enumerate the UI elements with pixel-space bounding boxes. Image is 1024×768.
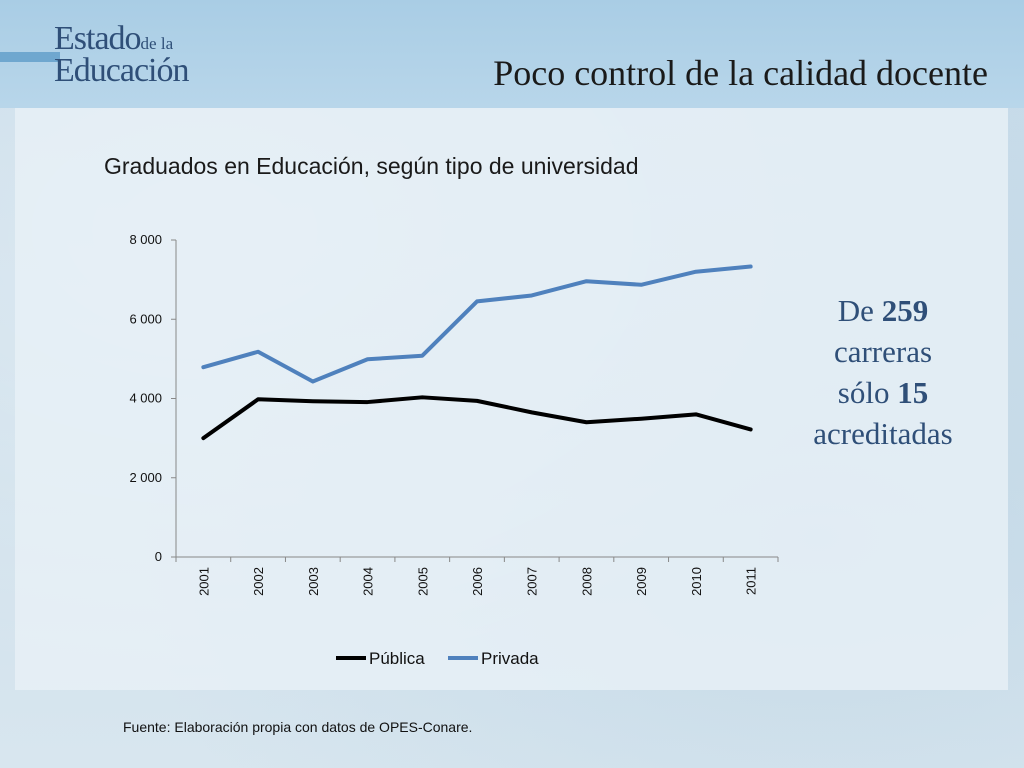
note-solo: sólo [837, 375, 890, 410]
note-total-careers: 259 [881, 293, 929, 328]
logo-line1-small: de la [140, 34, 174, 53]
note-acreditadas: acreditadas [813, 416, 953, 451]
content-panel [15, 108, 1008, 690]
header-band [0, 0, 1024, 108]
x-tick-label: 2011 [744, 567, 759, 595]
y-tick-label: 2 000 [129, 470, 162, 485]
legend-label-privada: Privada [481, 649, 539, 668]
series-line-publica [201, 395, 753, 441]
x-tick-label: 2005 [415, 567, 430, 596]
source-note: Fuente: Elaboración propia con datos de … [123, 719, 473, 735]
x-tick-label: 2002 [251, 567, 266, 596]
x-tick-label: 2001 [196, 567, 211, 596]
y-tick-label: 0 [155, 549, 162, 564]
y-tick-label: 4 000 [129, 391, 162, 406]
logo-line1: Estado [54, 20, 142, 57]
chart-title: Graduados en Educación, según tipo de un… [104, 153, 639, 179]
x-tick-label: 2008 [579, 567, 594, 596]
note-de: De [837, 293, 874, 328]
slide-title: Poco control de la calidad docente [493, 53, 988, 93]
note-carreras: carreras [833, 334, 933, 369]
estado-educacion-logo: Estadode la Educación [54, 22, 189, 88]
logo-line2: Educación [54, 52, 189, 89]
x-tick-label: 2003 [306, 567, 321, 596]
y-tick-label: 8 000 [129, 232, 162, 247]
note-accredited-count: 15 [897, 375, 929, 410]
x-tick-label: 2009 [634, 567, 649, 596]
x-tick-label: 2007 [525, 567, 540, 596]
legend-label-publica: Pública [369, 649, 425, 668]
x-tick-label: 2010 [689, 567, 704, 596]
x-tick-label: 2004 [361, 567, 376, 596]
accreditation-note: De 259 carreras sólo 15 acreditadas [778, 290, 988, 454]
series-line-privada [201, 264, 753, 384]
y-tick-label: 6 000 [129, 311, 162, 326]
x-tick-label: 2006 [470, 567, 485, 596]
